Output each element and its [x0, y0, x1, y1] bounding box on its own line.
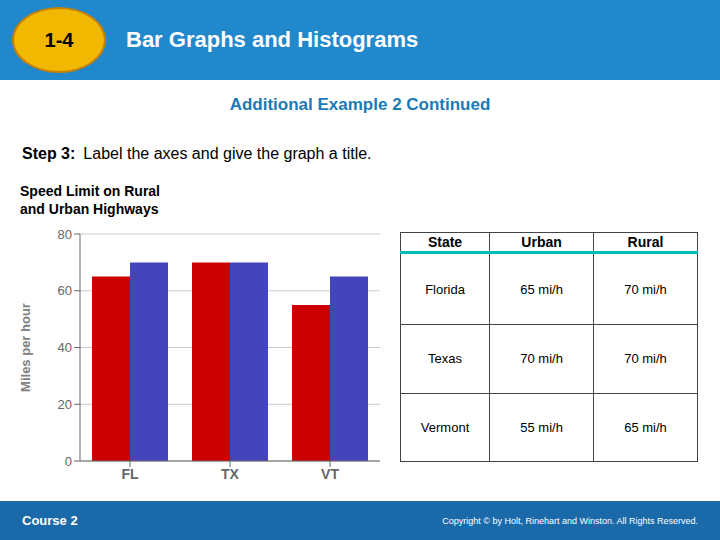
- html-text:Copyright © by Holt, Rinehart: Copyright © by Holt, Rinehart and Winsto…: [442, 515, 698, 526]
- html-text:Additional Example 2 Continued: Additional Example 2 Continued: [229, 95, 491, 114]
- svg-text:TX: TX: [221, 466, 240, 482]
- html-text:1-4: 1-4: [44, 28, 74, 51]
- html-text:Label the axes and give the gr: Label the axes and give the graph a titl…: [83, 145, 372, 162]
- html-text:Texas: Texas: [428, 351, 462, 367]
- html-text:70 mi/h: 70 mi/h: [624, 281, 667, 297]
- html-text:Speed Limit on Rural: Speed Limit on Rural: [20, 183, 160, 199]
- svg-text:40: 40: [58, 340, 72, 355]
- svg-text:0: 0: [65, 454, 72, 469]
- html-text:Bar Graphs and Histograms: Bar Graphs and Histograms: [126, 27, 419, 52]
- html-text:65 mi/h: 65 mi/h: [624, 419, 667, 435]
- svg-text:60: 60: [58, 283, 72, 298]
- svg-text:80: 80: [58, 227, 72, 242]
- svg-text:Miles per hour: Miles per hour: [18, 303, 33, 392]
- html-text:70 mi/h: 70 mi/h: [520, 351, 563, 367]
- html-text:Course 2: Course 2: [22, 513, 78, 528]
- html-text:Rural: Rural: [627, 234, 664, 250]
- html-text:Florida: Florida: [425, 281, 465, 297]
- svg-text:20: 20: [58, 397, 72, 412]
- html-text:Urban: Urban: [521, 234, 562, 250]
- svg-text:FL: FL: [121, 466, 139, 482]
- html-text:Step 3:: Step 3:: [22, 145, 76, 162]
- html-text:65 mi/h: 65 mi/h: [520, 281, 563, 297]
- html-text:State: State: [427, 234, 463, 250]
- svg-text:VT: VT: [321, 466, 339, 482]
- html-text:and Urban Highways: and Urban Highways: [20, 201, 159, 217]
- html-text:70 mi/h: 70 mi/h: [624, 351, 667, 367]
- html-text:55 mi/h: 55 mi/h: [520, 419, 563, 435]
- html-text:Vermont: Vermont: [420, 419, 470, 435]
